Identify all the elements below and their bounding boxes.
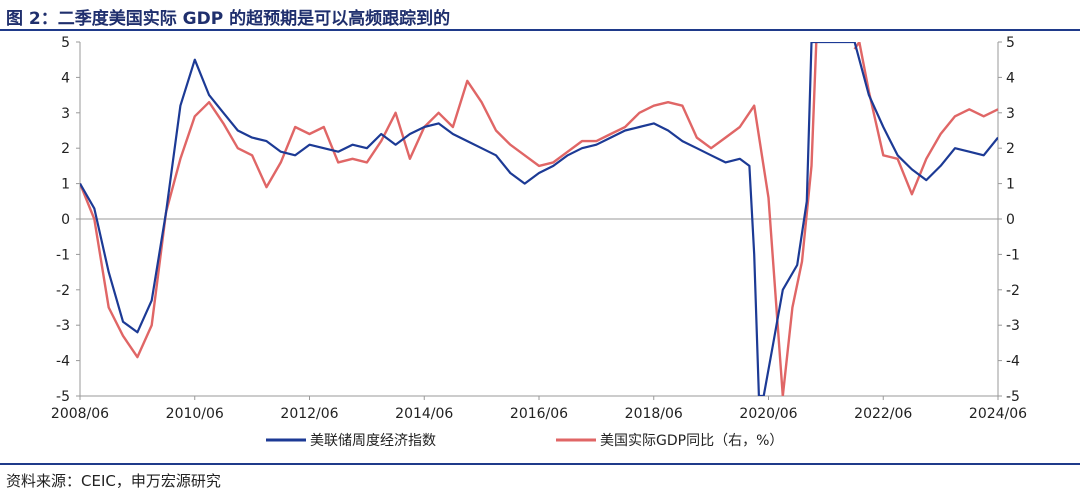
chart-title: 图 2：二季度美国实际 GDP 的超预期是可以高频跟踪到的 xyxy=(6,9,451,29)
x-tick-label: 2020/06 xyxy=(739,406,797,422)
y-right-tick-label: -3 xyxy=(1006,318,1020,334)
wei-series-line xyxy=(80,42,998,396)
y-right-tick-label: 0 xyxy=(1006,212,1015,228)
y-left-tick-label: -3 xyxy=(56,318,70,334)
y-right-tick-label: 5 xyxy=(1006,35,1015,51)
x-tick-label: 2018/06 xyxy=(625,406,683,422)
y-right-tick-label: -5 xyxy=(1006,389,1020,405)
gdp-series-line-2 xyxy=(853,42,998,196)
top-rule xyxy=(0,29,1080,31)
y-left-tick-label: -4 xyxy=(56,354,70,370)
x-tick-label: 2012/06 xyxy=(280,406,338,422)
x-tick-label: 2016/06 xyxy=(510,406,568,422)
x-tick-label: 2008/06 xyxy=(51,406,109,422)
gdp-series-line xyxy=(80,42,818,396)
y-left-tick-label: 5 xyxy=(61,35,70,51)
legend-label-gdp: 美国实际GDP同比（右，%） xyxy=(600,433,783,449)
y-right-tick-label: 3 xyxy=(1006,106,1015,122)
y-left-tick-label: 4 xyxy=(61,70,70,86)
x-tick-label: 2010/06 xyxy=(166,406,224,422)
y-left-tick-label: -2 xyxy=(56,283,70,299)
x-tick-label: 2022/06 xyxy=(854,406,912,422)
x-tick-label: 2014/06 xyxy=(395,406,453,422)
y-right-tick-label: -1 xyxy=(1006,247,1020,263)
y-left-tick-label: -1 xyxy=(56,247,70,263)
y-right-tick-label: -2 xyxy=(1006,283,1020,299)
y-left-tick-label: 2 xyxy=(61,141,70,157)
y-right-tick-label: -4 xyxy=(1006,354,1020,370)
x-tick-label: 2024/06 xyxy=(969,406,1027,422)
y-left-tick-label: 3 xyxy=(61,106,70,122)
y-right-tick-label: 4 xyxy=(1006,70,1015,86)
y-right-tick-label: 2 xyxy=(1006,141,1015,157)
chart-axes xyxy=(76,41,1002,400)
y-left-tick-label: 1 xyxy=(61,177,70,193)
legend-label-wei: 美联储周度经济指数 xyxy=(310,433,436,449)
y-left-tick-label: 0 xyxy=(61,212,70,228)
bottom-rule xyxy=(0,463,1080,465)
y-left-tick-label: -5 xyxy=(56,389,70,405)
chart-lines xyxy=(80,42,998,396)
chart-legend: 美联储周度经济指数 美国实际GDP同比（右，%） xyxy=(266,433,783,449)
source-note: 资料来源：CEIC，申万宏源研究 xyxy=(6,472,221,490)
y-right-tick-label: 1 xyxy=(1006,177,1015,193)
